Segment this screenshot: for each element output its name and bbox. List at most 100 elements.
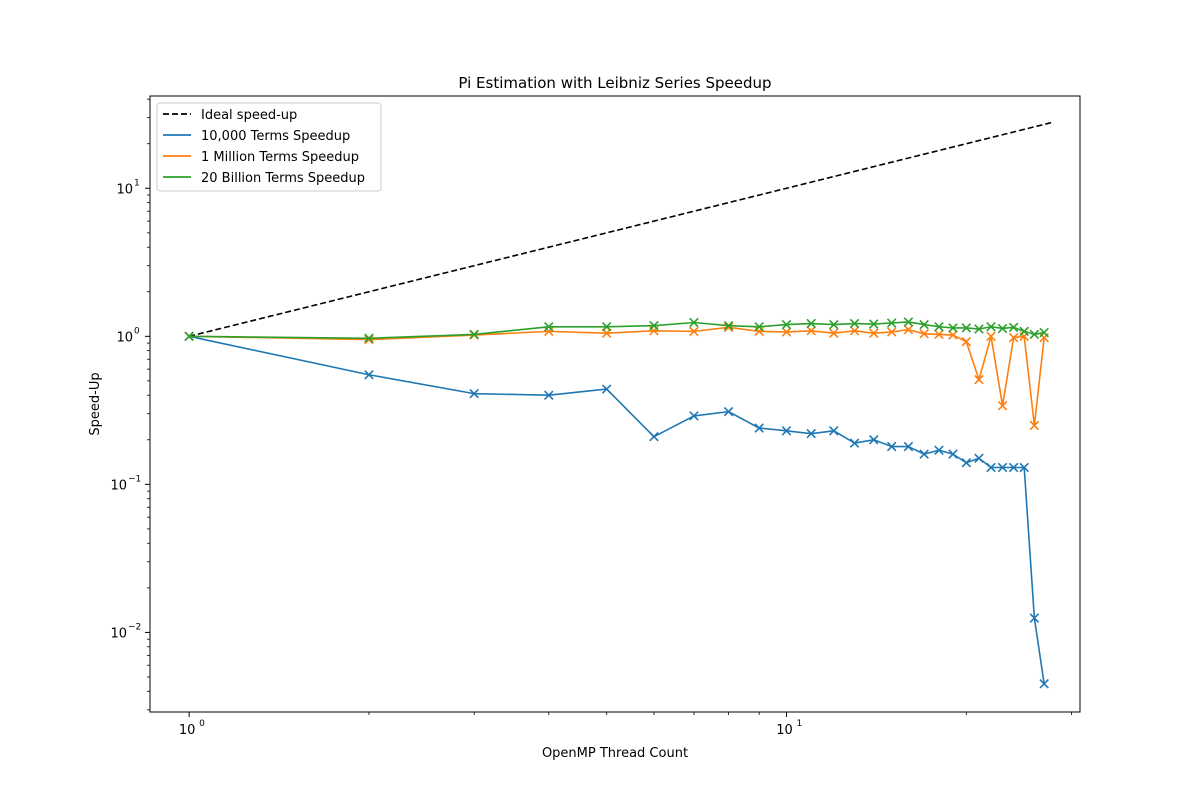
- data-point-marker: [723, 406, 734, 417]
- data-point-marker: [974, 374, 984, 385]
- legend-label: 10,000 Terms Speedup: [201, 129, 350, 144]
- data-point-marker: [723, 320, 734, 331]
- y-tick-exponent: 1: [134, 178, 140, 188]
- x-tick-label: 10 1: [776, 719, 802, 738]
- data-point-marker: [829, 319, 839, 330]
- data-point-marker: [364, 334, 374, 345]
- data-point-marker: [849, 326, 860, 336]
- data-point-marker: [469, 329, 479, 340]
- data-point-marker: [869, 319, 879, 329]
- legend-label: 20 Billion Terms Speedup: [201, 171, 365, 186]
- y-tick-label: 10 −2: [110, 622, 141, 641]
- series-1: [188, 121, 1054, 338]
- data-point-marker: [919, 449, 929, 459]
- data-point-marker: [903, 324, 914, 335]
- legend-item: 10,000 Terms Speedup: [163, 129, 350, 144]
- y-tick-label: 10 0: [116, 326, 140, 345]
- legend: Ideal speed-up 10,000 Terms Speedup 1 Mill…: [156, 102, 382, 192]
- series-layer: [184, 121, 1054, 689]
- y-tick-base: 10: [116, 330, 133, 345]
- series-3: [184, 322, 1049, 431]
- data-point-marker: [1029, 420, 1040, 431]
- y-axis-label: Speed-Up: [88, 372, 103, 435]
- data-point-marker: [849, 318, 860, 329]
- data-point-marker: [781, 426, 792, 436]
- x-tick-exponent: 1: [796, 719, 802, 729]
- legend-item: 20 Billion Terms Speedup: [163, 171, 365, 186]
- data-point-marker: [974, 324, 984, 334]
- data-point-marker: [961, 457, 972, 468]
- data-point-marker: [1029, 613, 1040, 623]
- data-point-marker: [806, 428, 816, 439]
- data-point-marker: [1008, 332, 1019, 343]
- y-tick-base: 10: [116, 182, 133, 197]
- data-point-marker: [961, 323, 972, 333]
- data-point-marker: [849, 438, 860, 448]
- data-point-marker: [997, 400, 1008, 411]
- data-point-marker: [934, 445, 944, 456]
- data-point-marker: [986, 462, 996, 473]
- data-point-marker: [948, 323, 958, 333]
- data-point-marker: [754, 322, 764, 332]
- data-point-marker: [1008, 462, 1019, 473]
- data-point-marker: [601, 322, 612, 332]
- axis-ticks: 10 0 10 110 −210 −110 010 1: [110, 98, 1072, 738]
- y-tick-exponent: 0: [134, 326, 140, 336]
- data-point-marker: [649, 431, 659, 442]
- data-point-marker: [649, 320, 659, 331]
- data-point-marker: [829, 426, 839, 436]
- plot-area: [149, 95, 1081, 713]
- data-point-marker: [689, 411, 699, 421]
- data-point-marker: [829, 328, 839, 338]
- data-point-marker: [997, 323, 1008, 334]
- legend-item: Ideal speed-up: [163, 108, 297, 123]
- y-tick-base: 10: [110, 478, 127, 493]
- data-point-marker: [919, 329, 929, 339]
- data-point-marker: [754, 423, 764, 433]
- data-point-marker: [886, 327, 897, 337]
- series-4: [184, 317, 1049, 344]
- legend-label: Ideal speed-up: [201, 108, 297, 123]
- legend-box: [156, 102, 382, 192]
- data-point-marker: [948, 449, 958, 459]
- chart-title: Pi Estimation with Leibniz Series Speedu…: [458, 74, 771, 92]
- y-tick-base: 10: [110, 626, 127, 641]
- data-point-marker: [781, 327, 792, 337]
- data-point-marker: [723, 322, 734, 333]
- legend-item: 1 Million Terms Speedup: [163, 150, 359, 165]
- y-tick-label: 10 −1: [110, 474, 141, 493]
- data-point-marker: [974, 453, 984, 464]
- data-point-marker: [1019, 462, 1029, 473]
- data-point-marker: [364, 333, 374, 344]
- data-point-marker: [886, 318, 897, 328]
- data-point-marker: [1008, 322, 1019, 333]
- data-point-marker: [1039, 327, 1049, 338]
- y-tick-exponent: −1: [128, 474, 141, 484]
- data-point-marker: [948, 330, 958, 340]
- data-point-marker: [961, 336, 972, 347]
- y-tick-exponent: −2: [128, 622, 141, 632]
- series-2: [184, 331, 1049, 689]
- data-point-marker: [986, 331, 996, 342]
- data-point-marker: [903, 317, 914, 327]
- x-tick-exponent: 0: [199, 719, 205, 729]
- x-axis-label: OpenMP Thread Count: [542, 746, 688, 761]
- series-line: [189, 326, 1045, 427]
- data-point-marker: [886, 441, 897, 452]
- data-point-marker: [1029, 329, 1040, 340]
- series-line: [188, 335, 1045, 684]
- data-point-marker: [986, 322, 996, 332]
- data-point-marker: [781, 319, 792, 330]
- series-line: [189, 321, 1045, 340]
- data-point-marker: [689, 317, 699, 328]
- data-point-marker: [934, 322, 944, 332]
- data-point-marker: [544, 322, 554, 332]
- series-line: [188, 121, 1054, 338]
- x-tick-base: 10: [179, 723, 196, 738]
- x-tick-label: 10 0: [179, 719, 205, 738]
- data-point-marker: [469, 388, 479, 399]
- data-point-marker: [806, 326, 816, 336]
- data-point-marker: [1039, 678, 1049, 689]
